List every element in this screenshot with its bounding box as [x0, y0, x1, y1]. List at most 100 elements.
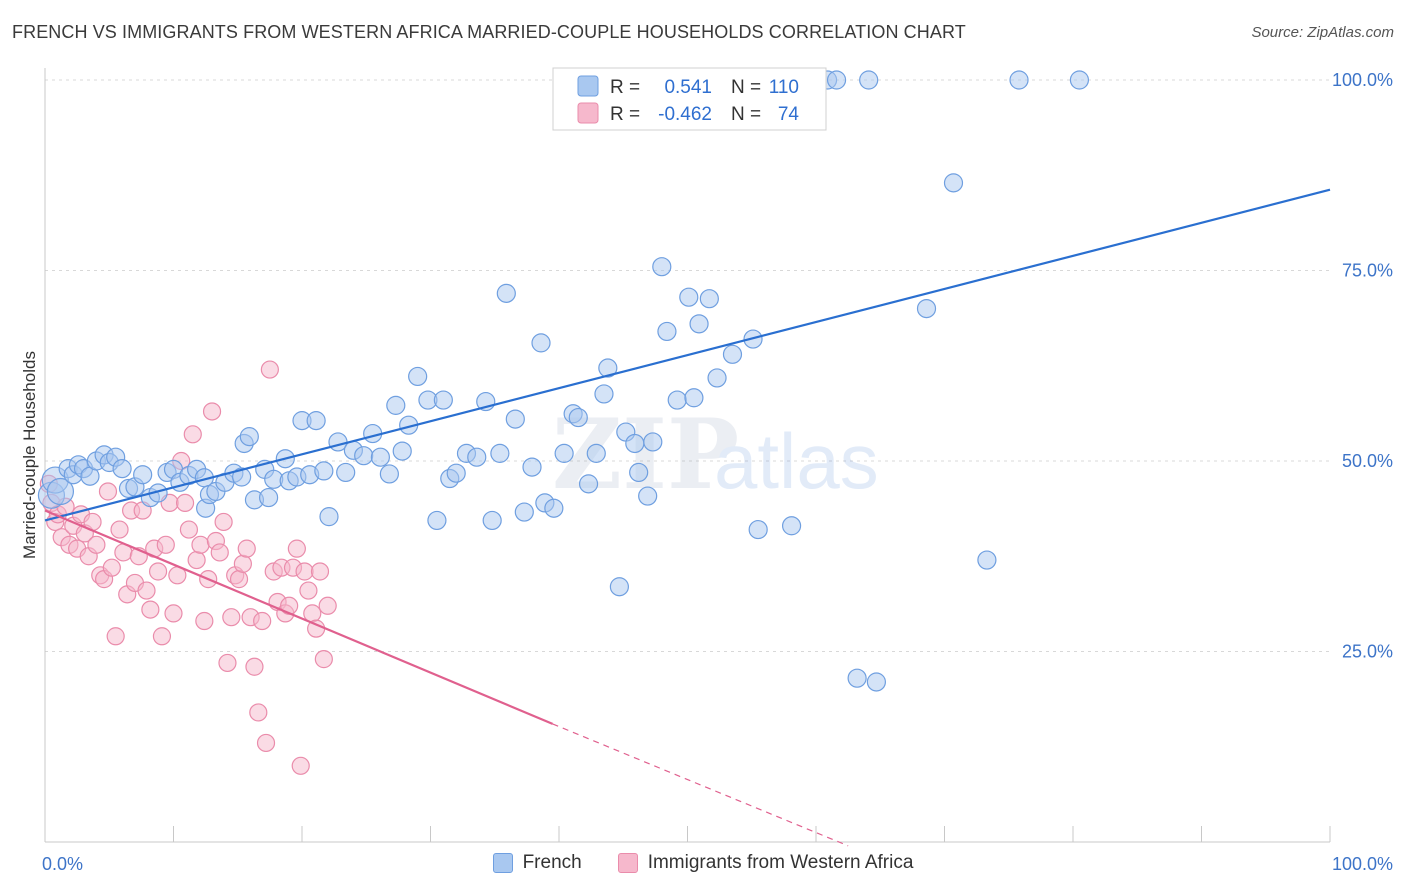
french-point	[258, 487, 279, 508]
french-point	[629, 462, 649, 483]
french-point	[496, 283, 516, 303]
chart-title: FRENCH VS IMMIGRANTS FROM WESTERN AFRICA…	[12, 22, 966, 42]
immigrants-point	[141, 600, 160, 619]
french-point	[112, 459, 132, 479]
y-tick-label: 100.0%	[1332, 70, 1393, 90]
immigrants-points	[39, 360, 337, 775]
immigrants-point	[210, 543, 229, 562]
legend-item-french: French	[492, 852, 582, 874]
legend-n-value-2: 74	[778, 104, 800, 125]
immigrants-point	[164, 604, 183, 623]
french-point	[379, 464, 399, 484]
immigrants-point	[295, 562, 314, 581]
french-point	[781, 516, 802, 536]
french-point	[1069, 70, 1090, 90]
french-point	[679, 287, 699, 307]
legend-label-immigrants: Immigrants from Western Africa	[647, 852, 914, 873]
french-point	[689, 314, 709, 334]
french-point	[578, 474, 599, 494]
french-point	[638, 486, 658, 506]
immigrants-point	[183, 425, 202, 444]
immigrants-point	[245, 657, 264, 676]
immigrants-point	[314, 650, 333, 669]
french-point	[467, 447, 487, 467]
french-point	[847, 668, 867, 688]
french-point	[859, 70, 879, 90]
y-tick-label: 25.0%	[1342, 642, 1393, 662]
immigrants-point	[148, 562, 168, 581]
legend-r-value-2: -0.462	[658, 104, 712, 125]
immigrants-point	[202, 402, 222, 421]
legend-box-frame	[552, 67, 827, 131]
immigrants-point	[218, 653, 237, 673]
immigrants-trend-extension	[552, 723, 849, 847]
legend-swatch-french	[577, 75, 599, 97]
french-point	[1009, 70, 1029, 90]
french-point	[232, 467, 252, 487]
immigrants-point	[237, 539, 256, 558]
immigrants-trend-line	[44, 509, 554, 725]
immigrants-point	[87, 535, 106, 554]
immigrants-point	[310, 562, 330, 581]
french-point	[354, 446, 374, 466]
french-point	[667, 390, 687, 410]
french-point	[433, 390, 453, 410]
french-point	[657, 321, 677, 342]
french-point	[916, 299, 937, 319]
french-point	[239, 427, 259, 447]
french-point	[652, 257, 672, 277]
french-point	[943, 173, 964, 193]
immigrants-point	[191, 535, 210, 554]
legend-n-label-2: N =	[731, 104, 761, 125]
french-point	[722, 344, 743, 364]
immigrants-point	[299, 581, 318, 600]
immigrants-point	[152, 627, 172, 646]
legend-r-label-1: R =	[610, 77, 640, 98]
french-points	[37, 70, 1090, 692]
legend-swatch-french-bottom	[492, 853, 513, 873]
source-label: Source: ZipAtlas.com	[1251, 24, 1394, 41]
immigrants-point	[98, 482, 118, 501]
immigrants-point	[179, 520, 199, 539]
immigrants-point	[291, 756, 310, 775]
french-point	[319, 507, 339, 527]
immigrants-point	[222, 608, 241, 627]
french-point	[336, 462, 356, 483]
immigrants-point	[137, 581, 156, 600]
immigrants-point	[102, 558, 121, 577]
legend-n-label-1: N =	[731, 77, 761, 98]
french-point	[408, 366, 428, 387]
axes	[44, 68, 1331, 843]
immigrants-point	[260, 360, 279, 379]
french-point	[386, 395, 406, 415]
immigrants-point	[287, 539, 306, 558]
french-point	[866, 672, 886, 692]
immigrants-point	[106, 627, 125, 646]
immigrants-point	[110, 520, 129, 539]
immigrants-point	[195, 611, 214, 631]
french-point	[505, 409, 525, 429]
french-point	[392, 441, 412, 461]
bottom-legend: French Immigrants from Western Africa	[0, 852, 1406, 874]
french-point	[699, 289, 719, 309]
french-point	[826, 70, 847, 90]
french-point	[531, 333, 551, 353]
immigrants-point	[256, 733, 276, 753]
french-point	[625, 433, 645, 454]
french-point	[684, 388, 704, 408]
x-tick-label-min: 0.0%	[42, 854, 83, 874]
legend-label-french: French	[522, 852, 582, 873]
french-point	[314, 461, 334, 481]
immigrants-point	[214, 512, 233, 532]
legend-r-label-2: R =	[610, 104, 640, 125]
legend-n-value-1: 110	[769, 77, 799, 98]
immigrants-point	[253, 611, 272, 631]
legend-swatch-immigrants-bottom	[617, 853, 638, 873]
french-point	[554, 443, 574, 463]
legend-swatch-immigrants	[577, 102, 599, 124]
y-tick-label: 50.0%	[1342, 451, 1393, 471]
legend-item-immigrants: Immigrants from Western Africa	[617, 852, 914, 874]
french-point	[46, 477, 75, 506]
french-point	[594, 384, 614, 404]
